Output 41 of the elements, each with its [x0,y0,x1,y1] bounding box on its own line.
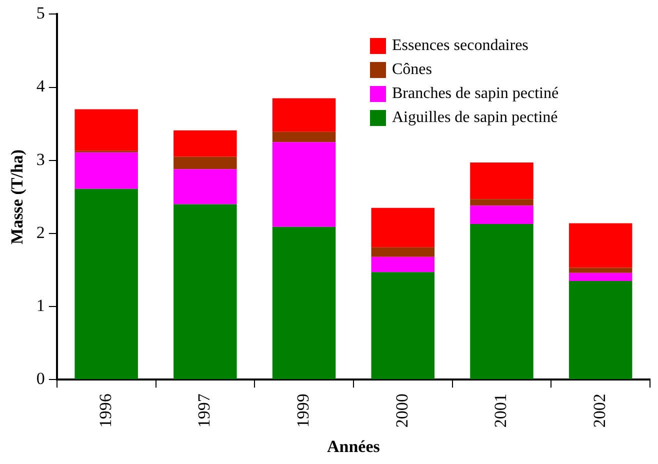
bar [272,226,336,380]
bar [568,280,632,380]
legend-label: Aiguilles de sapin pectiné [392,109,558,127]
y-axis-title: Masse (T/ha) [8,149,27,244]
bar [568,272,632,281]
bar [470,162,534,200]
bar [74,109,138,151]
bar [568,223,632,268]
x-tick-label: 1999 [293,394,312,428]
bar [371,256,435,272]
x-tick-label: 1997 [194,393,214,428]
y-tick-label: 4 [36,76,46,96]
bar [174,130,237,157]
bar [272,132,336,142]
legend-label: Cônes [392,61,432,79]
bar [371,272,435,380]
bar [470,199,534,206]
y-tick-label: 2 [36,222,45,242]
bar [272,142,336,227]
y-tick-label: 3 [36,150,45,169]
x-axis-title: Années [326,437,380,456]
legend-label: Branches de sapin pectiné [392,85,559,103]
bar [74,152,138,189]
y-tick-label: 0 [36,369,45,388]
y-tick-label: 1 [36,296,45,315]
bar [371,247,435,257]
bar [74,188,138,380]
x-tick-label: 2000 [392,394,412,428]
bar [568,268,632,273]
x-tick-label: 2002 [590,394,610,428]
x-tick-label: 1996 [96,394,115,428]
bar [174,156,237,170]
bar [371,208,435,248]
y-tick-label: 5 [36,4,45,23]
bar [174,204,237,380]
bar [174,169,237,204]
bar [470,206,534,224]
bar [470,224,534,380]
legend-label: Essences secondaires [392,37,528,55]
bar [272,98,336,132]
x-tick-label: 2001 [491,394,510,428]
